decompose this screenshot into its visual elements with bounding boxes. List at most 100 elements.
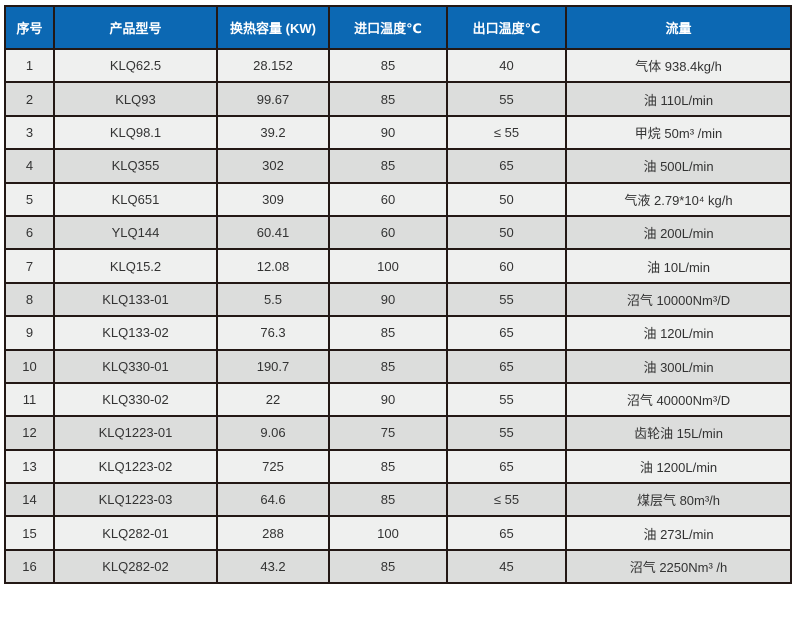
cell-model: KLQ355 (53, 148, 218, 184)
cell-model: KLQ98.1 (53, 114, 218, 151)
cell-outlet-temp: 55 (446, 381, 567, 418)
table-row: 15 KLQ282-01 288 100 65 油 273L/min (4, 515, 792, 551)
table-row: 13 KLQ1223-02 725 85 65 油 1200L/min (4, 448, 792, 485)
product-spec-table: 序号 产品型号 换热容量 (KW) 进口温度℃ 出口温度℃ 流量 1 KLQ62.… (4, 5, 792, 585)
cell-flow: 油 273L/min (565, 515, 792, 551)
cell-flow: 油 300L/min (565, 348, 792, 384)
cell-inlet-temp: 85 (328, 348, 448, 384)
cell-outlet-temp: ≤ 55 (446, 482, 567, 518)
cell-inlet-temp: 90 (328, 281, 448, 318)
table-row: 12 KLQ1223-01 9.06 75 55 齿轮油 15L/min (4, 415, 792, 451)
cell-flow: 沼气 40000Nm³/D (565, 381, 792, 418)
cell-capacity: 5.5 (216, 281, 330, 318)
cell-capacity: 725 (216, 448, 330, 485)
cell-outlet-temp: ≤ 55 (446, 114, 567, 151)
cell-capacity: 309 (216, 181, 330, 217)
cell-flow: 油 500L/min (565, 148, 792, 184)
cell-index: 9 (4, 315, 55, 351)
cell-capacity: 60.41 (216, 214, 330, 251)
table-row: 3 KLQ98.1 39.2 90 ≤ 55 甲烷 50m³ /min (4, 114, 792, 151)
cell-capacity: 28.152 (216, 47, 330, 84)
cell-capacity: 302 (216, 148, 330, 184)
cell-inlet-temp: 100 (328, 515, 448, 551)
header-model: 产品型号 (53, 5, 218, 50)
header-flow: 流量 (565, 5, 792, 50)
table-header-row: 序号 产品型号 换热容量 (KW) 进口温度℃ 出口温度℃ 流量 (4, 5, 792, 50)
cell-model: KLQ62.5 (53, 47, 218, 84)
cell-inlet-temp: 85 (328, 81, 448, 117)
cell-model: KLQ330-01 (53, 348, 218, 384)
header-capacity: 换热容量 (KW) (216, 5, 330, 50)
cell-inlet-temp: 85 (328, 482, 448, 518)
cell-inlet-temp: 100 (328, 248, 448, 284)
table-row: 16 KLQ282-02 43.2 85 45 沼气 2250Nm³ /h (4, 548, 792, 585)
cell-capacity: 22 (216, 381, 330, 418)
cell-model: KLQ282-01 (53, 515, 218, 551)
cell-outlet-temp: 65 (446, 448, 567, 485)
table-row: 9 KLQ133-02 76.3 85 65 油 120L/min (4, 315, 792, 351)
cell-outlet-temp: 60 (446, 248, 567, 284)
cell-outlet-temp: 40 (446, 47, 567, 84)
cell-index: 1 (4, 47, 55, 84)
cell-flow: 沼气 10000Nm³/D (565, 281, 792, 318)
cell-flow: 甲烷 50m³ /min (565, 114, 792, 151)
cell-inlet-temp: 85 (328, 47, 448, 84)
cell-outlet-temp: 65 (446, 348, 567, 384)
cell-index: 6 (4, 214, 55, 251)
cell-outlet-temp: 50 (446, 181, 567, 217)
table-row: 6 YLQ144 60.41 60 50 油 200L/min (4, 214, 792, 251)
cell-outlet-temp: 45 (446, 548, 567, 585)
table-row: 4 KLQ355 302 85 65 油 500L/min (4, 148, 792, 184)
cell-index: 3 (4, 114, 55, 151)
cell-flow: 油 110L/min (565, 81, 792, 117)
cell-index: 2 (4, 81, 55, 117)
cell-index: 14 (4, 482, 55, 518)
cell-index: 4 (4, 148, 55, 184)
table-row: 14 KLQ1223-03 64.6 85 ≤ 55 煤层气 80m³/h (4, 482, 792, 518)
cell-capacity: 12.08 (216, 248, 330, 284)
cell-model: KLQ133-01 (53, 281, 218, 318)
header-index: 序号 (4, 5, 55, 50)
cell-flow: 油 120L/min (565, 315, 792, 351)
cell-inlet-temp: 60 (328, 214, 448, 251)
cell-model: KLQ330-02 (53, 381, 218, 418)
cell-outlet-temp: 55 (446, 81, 567, 117)
cell-flow: 油 10L/min (565, 248, 792, 284)
cell-model: KLQ93 (53, 81, 218, 117)
cell-capacity: 190.7 (216, 348, 330, 384)
cell-capacity: 64.6 (216, 482, 330, 518)
table-row: 10 KLQ330-01 190.7 85 65 油 300L/min (4, 348, 792, 384)
cell-model: YLQ144 (53, 214, 218, 251)
cell-model: KLQ1223-03 (53, 482, 218, 518)
cell-index: 15 (4, 515, 55, 551)
cell-capacity: 9.06 (216, 415, 330, 451)
cell-flow: 沼气 2250Nm³ /h (565, 548, 792, 585)
table-row: 2 KLQ93 99.67 85 55 油 110L/min (4, 81, 792, 117)
cell-inlet-temp: 85 (328, 148, 448, 184)
cell-capacity: 39.2 (216, 114, 330, 151)
table-row: 7 KLQ15.2 12.08 100 60 油 10L/min (4, 248, 792, 284)
cell-inlet-temp: 85 (328, 548, 448, 585)
cell-flow: 气体 938.4kg/h (565, 47, 792, 84)
table-row: 11 KLQ330-02 22 90 55 沼气 40000Nm³/D (4, 381, 792, 418)
header-outlet-temp: 出口温度℃ (446, 5, 567, 50)
cell-inlet-temp: 85 (328, 315, 448, 351)
cell-flow: 油 200L/min (565, 214, 792, 251)
table-row: 5 KLQ651 309 60 50 气液 2.79*10⁴ kg/h (4, 181, 792, 217)
cell-index: 11 (4, 381, 55, 418)
cell-index: 10 (4, 348, 55, 384)
cell-capacity: 99.67 (216, 81, 330, 117)
cell-model: KLQ282-02 (53, 548, 218, 585)
cell-model: KLQ1223-02 (53, 448, 218, 485)
table-row: 8 KLQ133-01 5.5 90 55 沼气 10000Nm³/D (4, 281, 792, 318)
cell-index: 5 (4, 181, 55, 217)
cell-model: KLQ651 (53, 181, 218, 217)
cell-model: KLQ133-02 (53, 315, 218, 351)
cell-index: 12 (4, 415, 55, 451)
cell-index: 13 (4, 448, 55, 485)
cell-outlet-temp: 65 (446, 515, 567, 551)
cell-model: KLQ1223-01 (53, 415, 218, 451)
cell-inlet-temp: 90 (328, 114, 448, 151)
cell-inlet-temp: 60 (328, 181, 448, 217)
cell-outlet-temp: 55 (446, 281, 567, 318)
